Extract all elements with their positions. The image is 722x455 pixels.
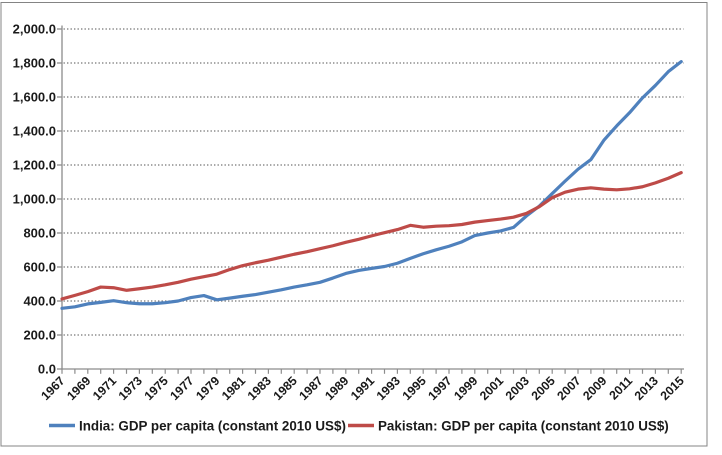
x-tick-label: 1973 [116,374,145,403]
pakistan-line [60,171,683,301]
x-tick-label: 1989 [322,374,351,403]
x-tick-label: 1997 [425,374,454,403]
y-tick-label: 1,800.0 [13,56,56,71]
x-tick-label: 2011 [606,374,635,403]
x-tick-label: 1991 [348,374,377,403]
x-tick-label: 2005 [529,374,558,403]
figure-border [0,2,708,447]
x-tick-label: 1977 [167,374,196,403]
x-tick-label: 1987 [296,374,325,403]
y-tick-label: 1,000.0 [13,192,56,207]
india-line [60,60,683,310]
x-tick-label: 1975 [142,374,171,403]
x-tick-label: 2009 [580,374,609,403]
x-tick-label: 2013 [632,374,661,403]
y-tick-label: 800.0 [23,226,56,241]
y-axis-ticks: 0.0 200.0 400.0 600.0 800.0 1,000.0 1,200.0 1,4… [13,22,63,377]
x-axis-ticks [61,369,682,374]
x-tick-label: 1969 [64,374,93,403]
gridlines [63,28,684,336]
x-tick-label: 1993 [374,374,403,403]
x-tick-label: 1971 [90,374,119,403]
x-tick-label: 1995 [400,374,429,403]
x-tick-label: 2007 [554,374,583,403]
x-tick-label: 2001 [477,374,506,403]
x-tick-label: 1999 [451,374,480,403]
x-tick-label: 1983 [245,374,274,403]
y-tick-label: 400.0 [23,294,56,309]
y-tick-label: 1,200.0 [13,158,56,173]
y-tick-label: 0.0 [38,362,56,377]
x-tick-label: 1979 [193,374,222,403]
x-tick-label: 1967 [38,374,67,403]
x-tick-label: 1981 [219,374,248,403]
y-tick-label: 1,400.0 [13,124,56,139]
legend-india-label: India: GDP per capita (constant 2010 US$… [79,418,346,433]
y-tick-label: 600.0 [23,260,56,275]
x-tick-label: 2003 [503,374,532,403]
legend: India: GDP per capita (constant 2010 US$… [49,418,669,433]
x-axis-labels: 1967196919711973197519771979198119831985… [38,374,687,403]
y-tick-label: 2,000.0 [13,22,56,37]
legend-pakistan-label: Pakistan: GDP per capita (constant 2010 … [378,418,669,433]
y-tick-label: 200.0 [23,328,56,343]
x-tick-label: 2015 [658,374,687,403]
y-tick-label: 1,600.0 [13,90,56,105]
x-tick-label: 1985 [271,374,300,403]
